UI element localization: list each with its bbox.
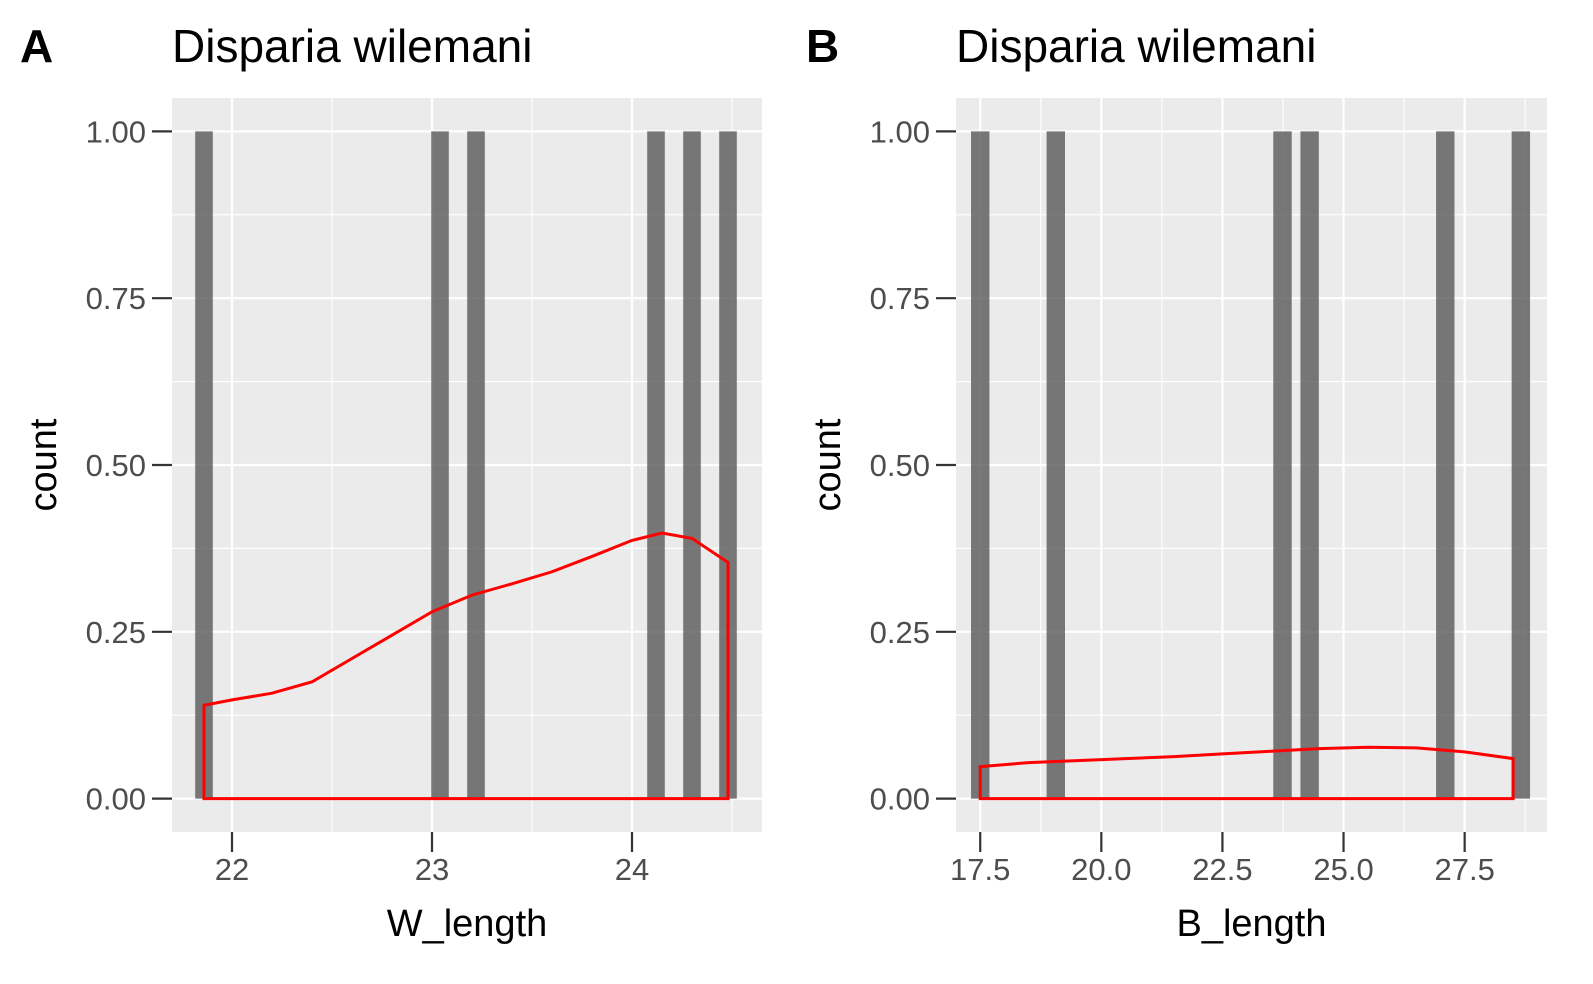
x-tick-label: 27.5 <box>1434 852 1494 887</box>
y-tick-label: 0.00 <box>86 782 146 817</box>
y-tick-label: 0.50 <box>86 448 146 483</box>
density-curve <box>202 531 730 801</box>
x-tick-label: 24 <box>615 852 649 887</box>
panel-tag: A <box>20 20 53 72</box>
y-tick-label: 0.75 <box>86 281 146 316</box>
x-tick-label: 17.5 <box>950 852 1010 887</box>
x-tick-label: 22.5 <box>1192 852 1252 887</box>
x-tick-label: 22 <box>215 852 249 887</box>
histogram-bar <box>195 131 213 799</box>
y-axis-title: count <box>807 418 849 511</box>
histogram-bar <box>971 131 990 799</box>
histogram-bar <box>1046 131 1065 799</box>
y-tick-label: 1.00 <box>86 114 146 149</box>
x-tick-label: 25.0 <box>1313 852 1373 887</box>
histogram-bar <box>1300 131 1319 799</box>
panel-title: Disparia wilemani <box>956 20 1316 72</box>
density-curve <box>978 745 1515 801</box>
histogram-bar <box>431 131 449 799</box>
y-axis-title: count <box>23 418 65 511</box>
histogram-bar <box>1436 131 1455 799</box>
panel-tag: B <box>806 20 839 72</box>
histogram-bar <box>719 131 737 799</box>
y-tick-label: 1.00 <box>870 114 930 149</box>
y-tick-label: 0.75 <box>870 281 930 316</box>
x-axis-title: W_length <box>387 903 548 945</box>
panel-b: 0.00 0.25 0.50 0.75 1.00 17.5 20.0 22.5 25.0 27.5… <box>806 20 1547 945</box>
y-tick-label: 0.25 <box>870 615 930 650</box>
panel-title: Disparia wilemani <box>172 20 532 72</box>
y-tick-label: 0.00 <box>870 782 930 817</box>
histogram-bar <box>683 131 701 799</box>
histogram-bar <box>1273 131 1292 799</box>
histogram-bar <box>467 131 485 799</box>
y-tick-label: 0.25 <box>86 615 146 650</box>
x-tick-label: 20.0 <box>1071 852 1131 887</box>
x-axis-title: B_length <box>1176 903 1326 945</box>
y-tick-label: 0.50 <box>870 448 930 483</box>
histogram-bar <box>647 131 665 799</box>
histogram-bar <box>1511 131 1531 799</box>
panel-a: 0.00 0.25 0.50 0.75 1.00 22 23 24 A Disparia wile… <box>20 20 762 945</box>
x-tick-label: 23 <box>415 852 449 887</box>
